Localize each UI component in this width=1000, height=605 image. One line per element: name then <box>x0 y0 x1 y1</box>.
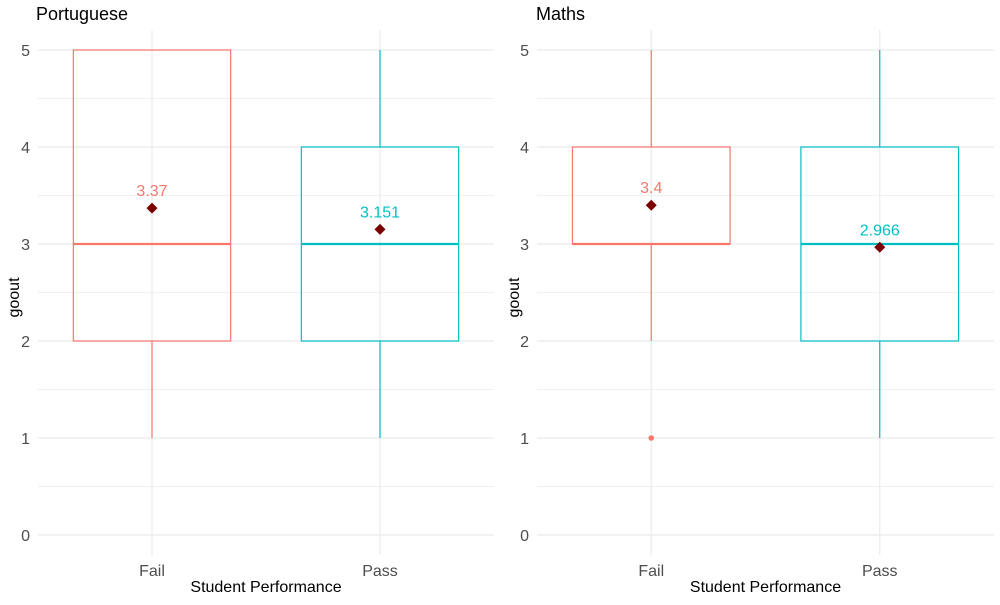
panel-0: 0 1 2 3 4 5 Fail Pass Portuguese Student Performa… <box>6 4 494 596</box>
y-tick-label: 3 <box>21 237 30 254</box>
y-axis-label: goout <box>6 277 23 318</box>
box-body <box>72 49 232 342</box>
mean-label: 3.4 <box>640 180 662 197</box>
y-tick-label: 3 <box>520 237 529 254</box>
x-axis-label: Student Performance <box>690 579 841 596</box>
panel-title: Maths <box>536 4 585 24</box>
y-tick-label: 5 <box>21 43 30 60</box>
outlier-point <box>648 435 655 441</box>
mean-marker <box>146 202 158 214</box>
box-fail: 3.4 <box>571 50 731 441</box>
x-axis-label: Student Performance <box>190 579 341 596</box>
y-tick-label: 2 <box>520 334 529 351</box>
x-tick-label: Fail <box>139 563 165 580</box>
y-tick-label: 1 <box>21 431 30 448</box>
mean-marker <box>374 223 386 235</box>
y-tick-label: 2 <box>21 334 30 351</box>
box-pass: 2.966 <box>800 50 960 438</box>
box-pass: 3.151 <box>300 50 460 438</box>
y-axis-label: goout <box>506 277 523 318</box>
x-tick-label: Fail <box>638 563 664 580</box>
x-tick-label: Pass <box>362 563 398 580</box>
mean-marker <box>645 199 657 211</box>
panel-1: 0 1 2 3 4 5 Fail Pass Maths Student Performance go… <box>506 4 994 596</box>
panel-title: Portuguese <box>36 4 128 24</box>
y-tick-label: 4 <box>520 140 529 157</box>
y-tick-label: 5 <box>520 43 529 60</box>
mean-label: 3.151 <box>360 204 400 221</box>
y-tick-label: 0 <box>520 528 529 545</box>
mean-label: 3.37 <box>136 183 167 200</box>
y-tick-label: 4 <box>21 140 30 157</box>
y-tick-label: 1 <box>520 431 529 448</box>
mean-label: 2.966 <box>860 222 900 239</box>
box-fail: 3.37 <box>72 49 232 438</box>
x-tick-label: Pass <box>862 563 898 580</box>
mean-marker <box>874 241 886 253</box>
y-tick-label: 0 <box>21 528 30 545</box>
